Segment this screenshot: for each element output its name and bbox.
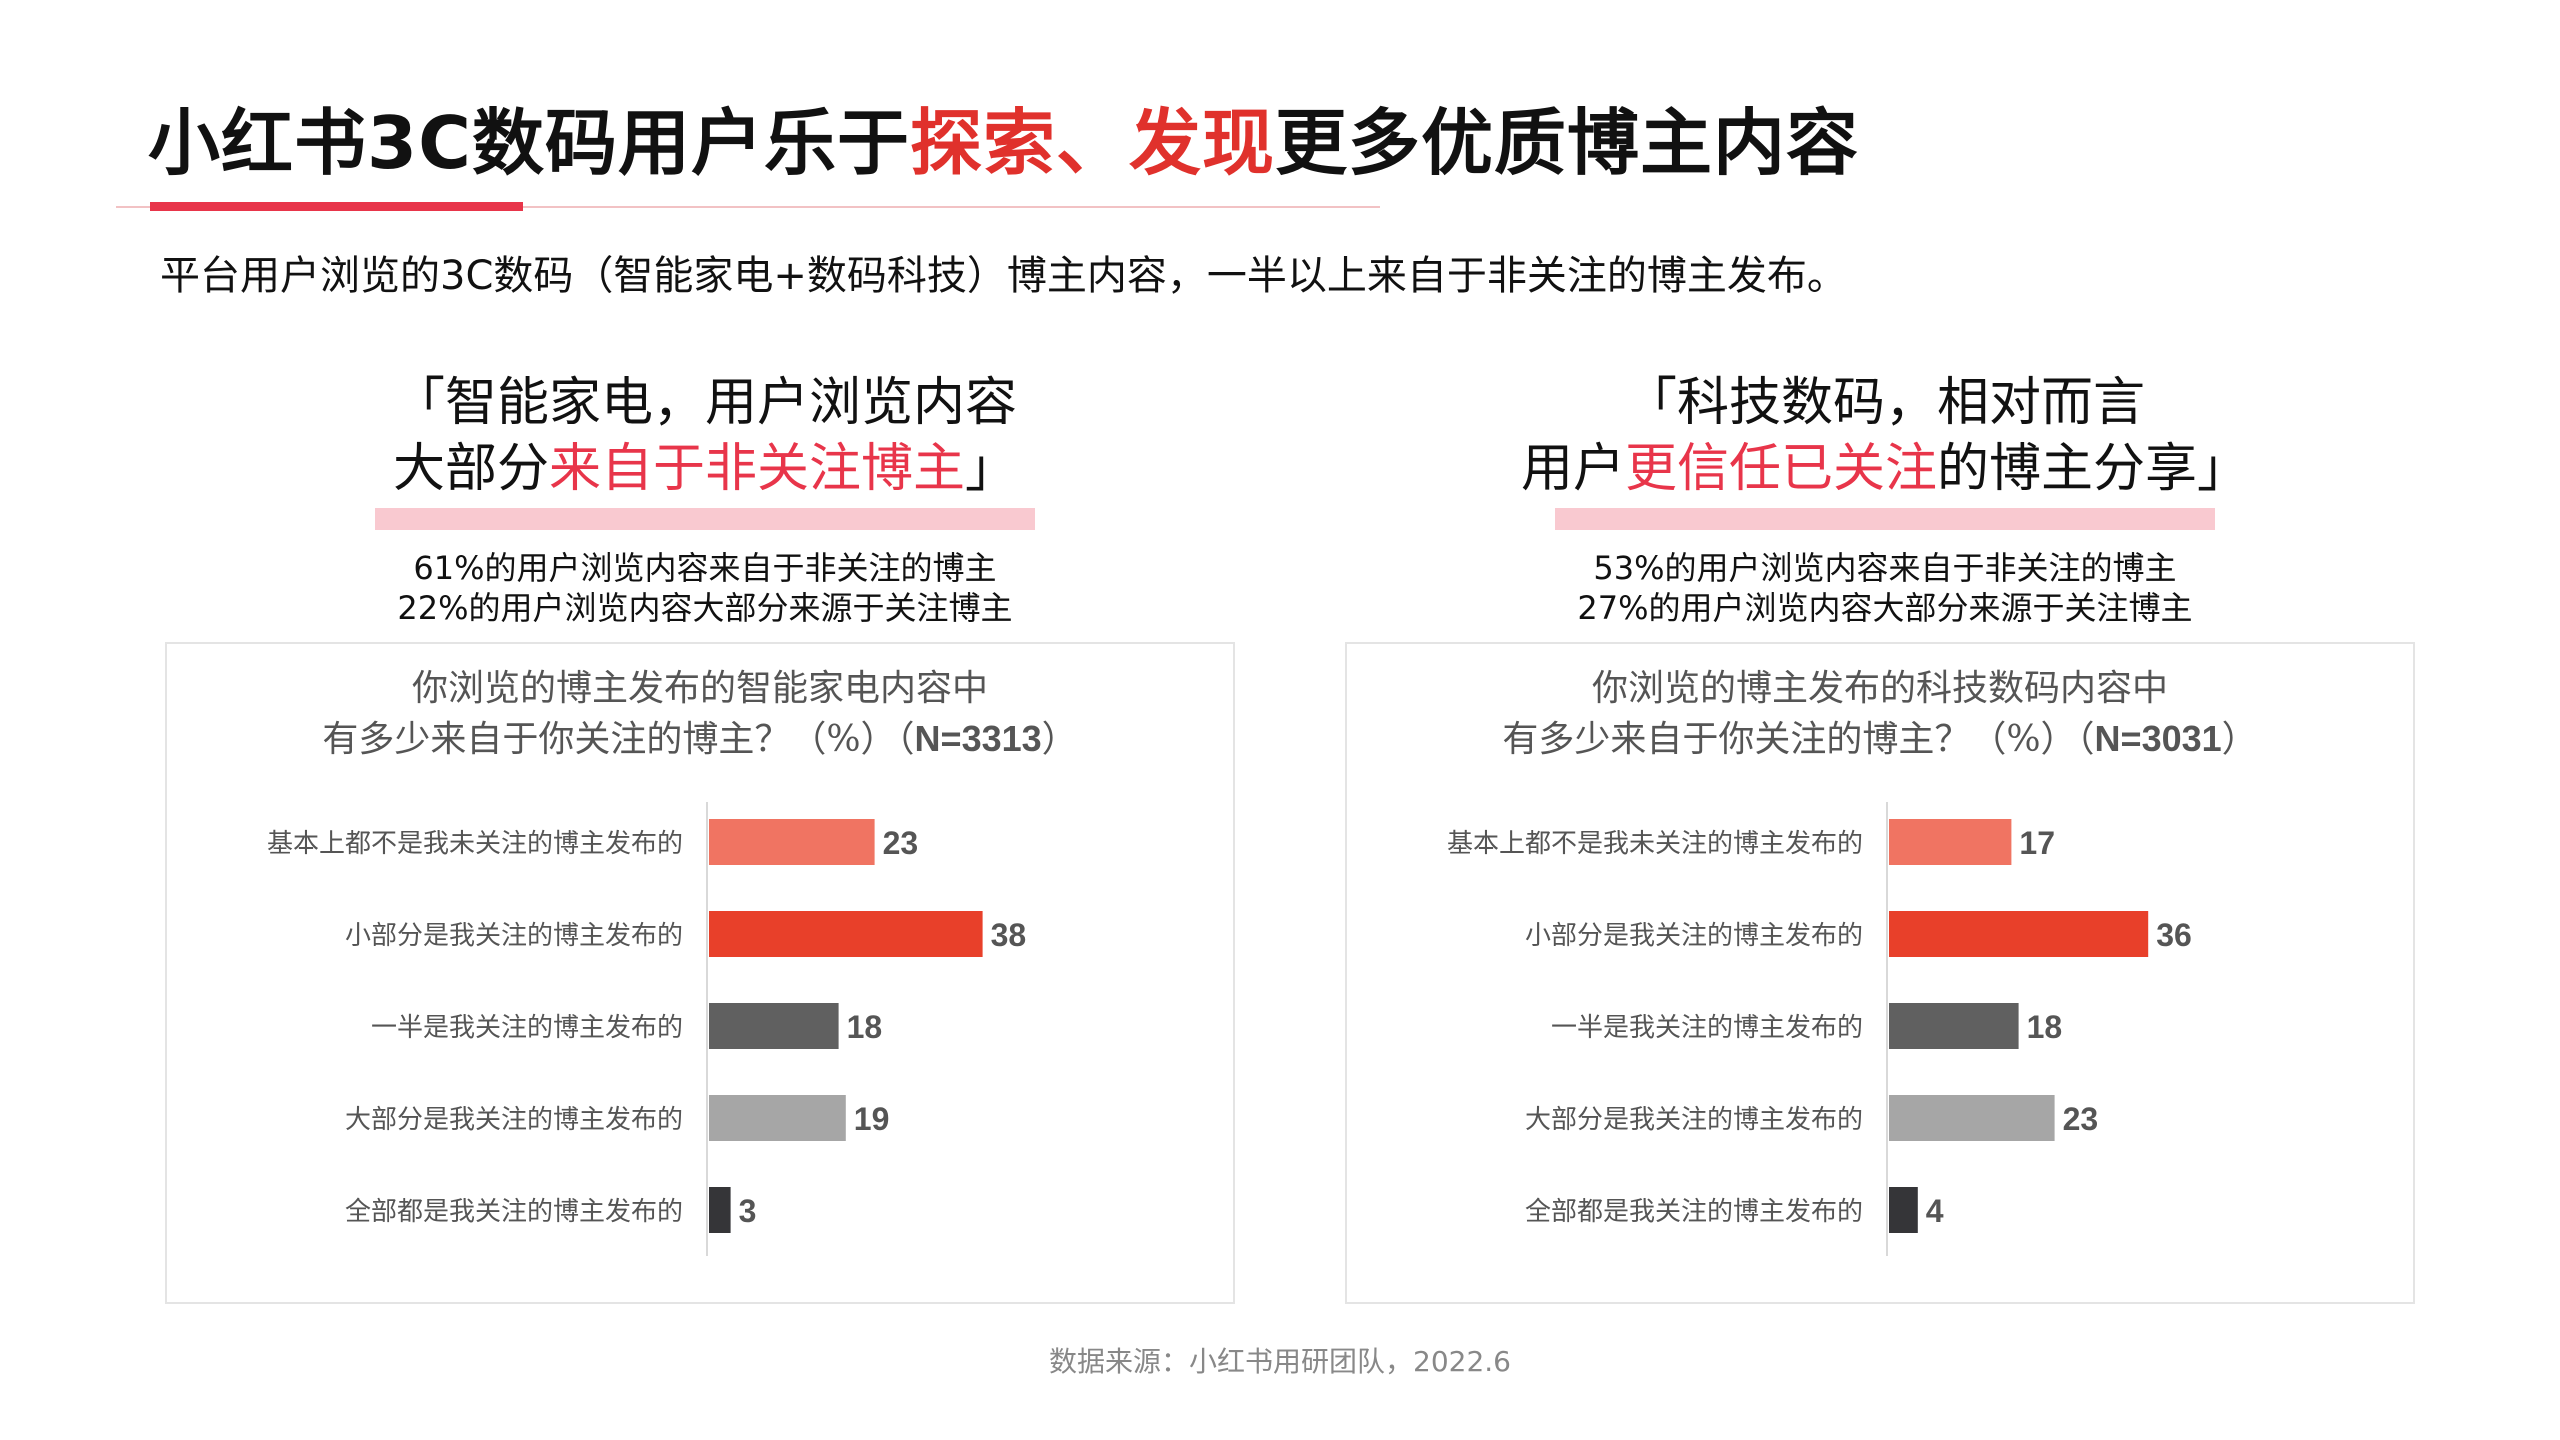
bar-value-label: 18 xyxy=(847,1009,883,1045)
category-label: 基本上都不是我未关注的博主发布的 xyxy=(1447,829,1863,859)
chart-box: 你浏览的博主发布的科技数码内容中 有多少来自于你关注的博主？（%）（N=3031… xyxy=(1345,642,2415,1304)
chart-title-line-1: 你浏览的博主发布的科技数码内容中 xyxy=(1591,668,2168,709)
bar xyxy=(709,1187,731,1233)
bar-value-label: 17 xyxy=(2019,825,2055,861)
quote-line-1: 「科技数码，相对而言 xyxy=(1624,373,2145,433)
stat-line-1: 53%的用户浏览内容来自于非关注的博主 xyxy=(1593,549,2177,587)
bar-value-label: 23 xyxy=(2063,1101,2099,1137)
chart-title-line-2-pre: 有多少来自于你关注的博主？（%）（ xyxy=(1502,719,2095,760)
category-label: 基本上都不是我未关注的博主发布的 xyxy=(267,829,683,859)
chart-title-line-2: 有多少来自于你关注的博主？（%）（N=3313） xyxy=(167,714,1233,765)
chart-title-line-1: 你浏览的博主发布的智能家电内容中 xyxy=(411,668,988,709)
bar xyxy=(1889,1003,2019,1049)
title-underline-thin xyxy=(116,206,1380,208)
category-label: 大部分是我关注的博主发布的 xyxy=(345,1105,683,1135)
quote-line-2-plain: 大部分 xyxy=(392,439,549,499)
quote-line-2-highlight: 更信任已关注 xyxy=(1624,439,1937,499)
bar-value-label: 19 xyxy=(854,1101,890,1137)
title-highlight: 探索、发现 xyxy=(909,101,1275,185)
bar-value-label: 3 xyxy=(739,1193,757,1229)
panel-quote: 「科技数码，相对而言 用户更信任已关注的博主分享」 xyxy=(1310,370,2460,502)
quote-line-2-highlight: 来自于非关注博主 xyxy=(548,439,965,499)
bar xyxy=(709,1003,839,1049)
title-part1: 小红书3C数码用户乐于 xyxy=(148,101,910,185)
category-label: 小部分是我关注的博主发布的 xyxy=(345,921,683,951)
category-label: 大部分是我关注的博主发布的 xyxy=(1525,1105,1863,1135)
quote-line-2-end: 的博主分享」 xyxy=(1937,439,2250,499)
stat-line-1: 61%的用户浏览内容来自于非关注的博主 xyxy=(413,549,997,587)
data-source: 数据来源：小红书用研团队，2022.6 xyxy=(1049,1345,1511,1378)
quote-highlight-band xyxy=(375,508,1035,530)
title-part2: 更多优质博主内容 xyxy=(1274,101,1859,185)
stat-line-2: 27%的用户浏览内容大部分来源于关注博主 xyxy=(1577,589,2193,627)
chart-box: 你浏览的博主发布的智能家电内容中 有多少来自于你关注的博主？（%）（N=3313… xyxy=(165,642,1235,1304)
bar-value-label: 18 xyxy=(2027,1009,2063,1045)
panel-quote: 「智能家电，用户浏览内容 大部分来自于非关注博主」 xyxy=(130,370,1280,502)
chart-sample-size: N=3313 xyxy=(914,718,1042,759)
bar-chart: 基本上都不是我未关注的博主发布的 17 小部分是我关注的博主发布的 36 一半是我关注的… xyxy=(1447,802,2192,1256)
quote-line-2: 用户更信任已关注的博主分享」 xyxy=(1310,436,2460,502)
bar-value-label: 38 xyxy=(991,917,1027,953)
bar xyxy=(709,1095,846,1141)
panel-stats: 61%的用户浏览内容来自于非关注的博主 22%的用户浏览内容大部分来源于关注博主 xyxy=(130,548,1280,628)
bar-chart: 基本上都不是我未关注的博主发布的 23 小部分是我关注的博主发布的 38 一半是我关注的… xyxy=(267,802,1027,1256)
category-label: 全部都是我关注的博主发布的 xyxy=(345,1197,683,1227)
quote-highlight-band xyxy=(1555,508,2215,530)
bar-value-label: 23 xyxy=(883,825,919,861)
quote-line-2: 大部分来自于非关注博主」 xyxy=(130,436,1280,502)
stat-line-2: 22%的用户浏览内容大部分来源于关注博主 xyxy=(397,589,1013,627)
bar xyxy=(1889,1187,1918,1233)
category-label: 小部分是我关注的博主发布的 xyxy=(1525,921,1863,951)
bar-value-label: 36 xyxy=(2156,917,2192,953)
page-subtitle: 平台用户浏览的3C数码（智能家电+数码科技）博主内容，一半以上来自于非关注的博主… xyxy=(160,253,1847,299)
bar xyxy=(709,911,983,957)
quote-line-1: 「智能家电，用户浏览内容 xyxy=(392,373,1017,433)
category-label: 一半是我关注的博主发布的 xyxy=(371,1013,683,1043)
bar xyxy=(1889,819,2012,865)
bar xyxy=(1889,1095,2055,1141)
page-title: 小红书3C数码用户乐于探索、发现更多优质博主内容 xyxy=(148,100,1859,186)
chart-title-line-2-post: ） xyxy=(1041,719,1078,760)
panel-smart-home: 「智能家电，用户浏览内容 大部分来自于非关注博主」 61%的用户浏览内容来自于非… xyxy=(130,370,1280,1304)
chart-title: 你浏览的博主发布的智能家电内容中 有多少来自于你关注的博主？（%）（N=3313… xyxy=(167,664,1233,765)
category-label: 全部都是我关注的博主发布的 xyxy=(1525,1197,1863,1227)
bar xyxy=(709,819,875,865)
chart-title-line-2: 有多少来自于你关注的博主？（%）（N=3031） xyxy=(1347,714,2413,765)
chart-sample-size: N=3031 xyxy=(2094,718,2222,759)
bar-value-label: 4 xyxy=(1926,1193,1944,1229)
panel-stats: 53%的用户浏览内容来自于非关注的博主 27%的用户浏览内容大部分来源于关注博主 xyxy=(1310,548,2460,628)
chart-title-line-2-post: ） xyxy=(2221,719,2258,760)
title-underline-accent xyxy=(150,202,523,211)
quote-line-2-end: 」 xyxy=(965,439,1018,499)
bar xyxy=(1889,911,2149,957)
category-label: 一半是我关注的博主发布的 xyxy=(1551,1013,1863,1043)
panel-tech-digital: 「科技数码，相对而言 用户更信任已关注的博主分享」 53%的用户浏览内容来自于非… xyxy=(1310,370,2460,1304)
chart-title-line-2-pre: 有多少来自于你关注的博主？（%）（ xyxy=(322,719,915,760)
quote-line-2-plain: 用户 xyxy=(1520,439,1625,499)
chart-title: 你浏览的博主发布的科技数码内容中 有多少来自于你关注的博主？（%）（N=3031… xyxy=(1347,664,2413,765)
